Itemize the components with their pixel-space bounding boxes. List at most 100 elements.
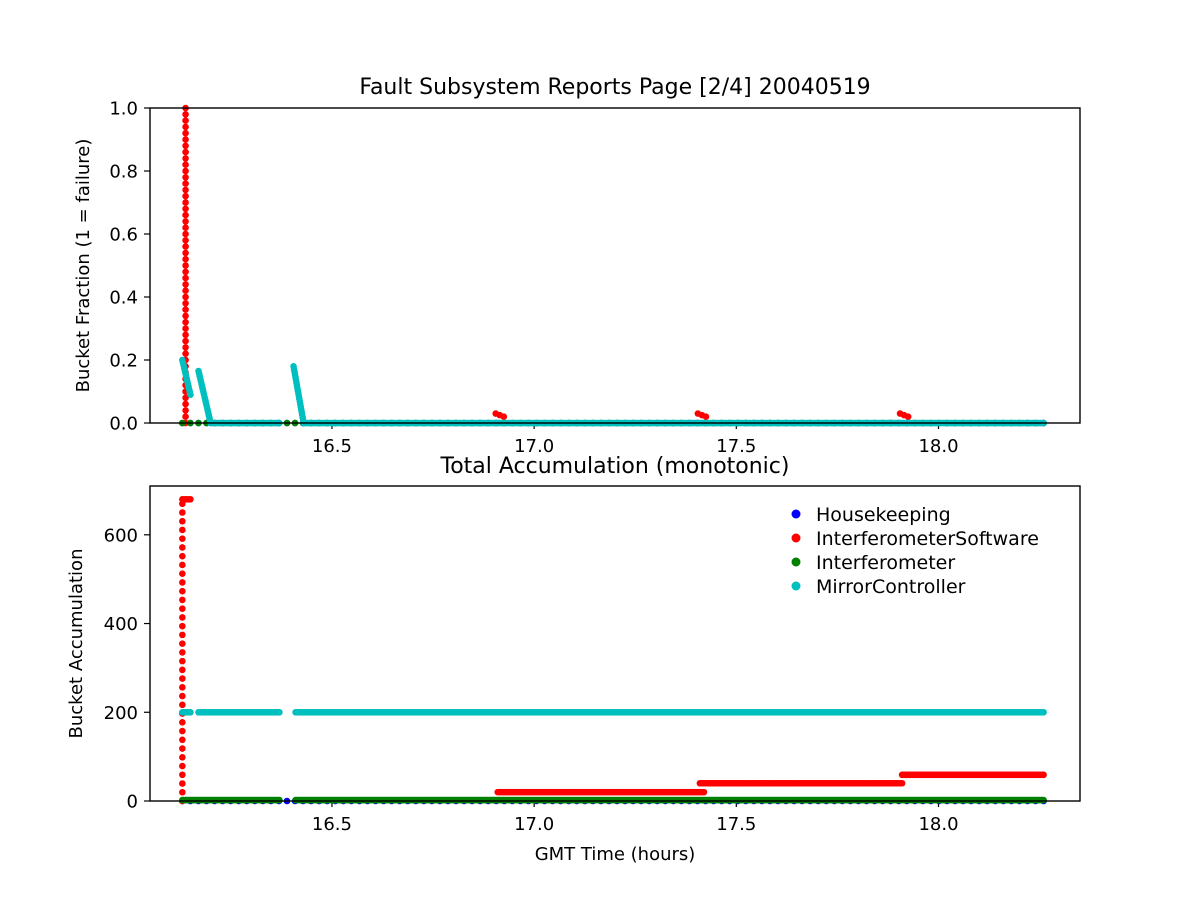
accumulation-point-interferometersoftware [179, 771, 186, 779]
fraction-point-interferometersoftware [182, 117, 189, 124]
accumulation-series-mirrorcontroller [179, 708, 1047, 716]
fraction-point-interferometersoftware [182, 293, 189, 301]
fraction-point-interferometersoftware [182, 394, 189, 402]
accumulation-y-tick-label: 400 [104, 614, 138, 635]
accumulation-point-interferometersoftware [179, 622, 186, 630]
legend-label-housekeeping: Housekeeping [816, 504, 951, 526]
fraction-y-ticks: 0.0 0.2 0.4 0.6 0.8 1.0 [109, 99, 150, 435]
accumulation-point-interferometer [1040, 796, 1047, 804]
accumulation-point-interferometersoftware [179, 745, 186, 752]
legend-entry-interferometersoftware: InterferometerSoftware [791, 528, 1039, 550]
accumulation-point-interferometersoftware [179, 544, 186, 551]
accumulation-point-interferometersoftware [179, 509, 186, 516]
fraction-point-interferometersoftware [182, 148, 189, 156]
accumulation-point-interferometersoftware [179, 727, 186, 735]
fraction-x-tick-label: 18.0 [918, 436, 958, 457]
accumulation-plot-title: Total Accumulation (monotonic) [440, 454, 790, 479]
fraction-point-interferometersoftware [182, 337, 189, 345]
accumulation-point-interferometersoftware [179, 587, 186, 595]
fraction-y-tick-label: 0.6 [109, 225, 138, 246]
fraction-point-interferometersoftware [182, 325, 189, 332]
fraction-plot-title: Fault Subsystem Reports Page [2/4] 20040… [359, 75, 870, 100]
fraction-point-interferometersoftware [182, 136, 189, 143]
fraction-point-interferometersoftware [182, 237, 189, 244]
fraction-point-interferometersoftware [182, 262, 189, 269]
fraction-point-interferometersoftware [182, 161, 189, 168]
accumulation-point-interferometersoftware [898, 779, 906, 787]
accumulation-point-interferometersoftware [179, 666, 186, 674]
accumulation-point-mirrorcontroller [187, 708, 194, 716]
legend-marker-interferometer [791, 557, 801, 567]
accumulation-x-tick-label: 18.0 [918, 814, 958, 835]
accumulation-point-interferometersoftware [179, 561, 186, 569]
fraction-x-ticks: 16.5 17.0 17.5 18.0 [312, 423, 959, 457]
fraction-point-interferometersoftware [182, 123, 189, 131]
legend-marker-housekeeping [791, 509, 801, 519]
fraction-point-interferometersoftware [182, 155, 189, 162]
accumulation-y-tick-label: 0 [127, 792, 138, 813]
fraction-point-interferometersoftware [182, 407, 189, 414]
legend-marker-interferometersoftware [791, 533, 801, 543]
accumulation-point-interferometersoftware [179, 684, 186, 691]
fraction-point-interferometersoftware [182, 249, 189, 257]
fraction-point-interferometersoftware [182, 350, 189, 358]
accumulation-x-tick-label: 16.5 [312, 814, 352, 835]
fraction-point-interferometersoftware [182, 255, 189, 263]
fraction-point-interferometersoftware [182, 167, 189, 175]
accumulation-point-interferometer [276, 796, 283, 804]
fraction-plot-frame [149, 107, 1081, 424]
accumulation-point-interferometersoftware [179, 649, 186, 656]
fraction-point-interferometersoftware [182, 287, 189, 295]
fraction-point-interferometersoftware [182, 186, 189, 194]
accumulation-series-interferometersoftware [179, 496, 1047, 805]
fraction-point-interferometersoftware [182, 306, 189, 313]
accumulation-point-interferometersoftware [179, 517, 186, 525]
fraction-point-interferometersoftware [182, 180, 189, 187]
fraction-point-interferometersoftware [702, 413, 710, 421]
accumulation-point-interferometersoftware [179, 605, 186, 612]
fraction-point-interferometersoftware [182, 218, 189, 225]
accumulation-point-interferometersoftware [179, 614, 186, 621]
fraction-y-tick-label: 0.2 [109, 351, 138, 372]
fraction-point-interferometersoftware [182, 205, 189, 213]
legend: Housekeeping InterferometerSoftware Inte… [791, 504, 1039, 598]
fraction-y-tick-label: 1.0 [109, 99, 138, 120]
accumulation-y-tick-label: 600 [104, 525, 138, 546]
fraction-x-tick-label: 16.5 [312, 436, 352, 457]
fraction-point-interferometersoftware [182, 344, 189, 351]
fraction-point-interferometersoftware [182, 300, 189, 307]
fraction-subplot: Fault Subsystem Reports Page [2/4] 20040… [73, 75, 1081, 457]
fraction-x-tick-label: 17.0 [514, 436, 554, 457]
fraction-point-interferometersoftware [500, 413, 508, 421]
accumulation-x-axis-label: GMT Time (hours) [535, 844, 696, 865]
fraction-point-interferometersoftware [182, 129, 189, 137]
fraction-x-tick-label: 17.5 [716, 436, 756, 457]
accumulation-y-ticks: 0 200 400 600 [104, 525, 150, 813]
fraction-y-tick-label: 0.0 [109, 414, 138, 435]
accumulation-point-interferometersoftware [179, 780, 186, 787]
fraction-point-interferometersoftware [182, 268, 189, 276]
accumulation-point-interferometersoftware [179, 762, 186, 770]
fraction-point-interferometersoftware [182, 281, 189, 288]
accumulation-y-tick-label: 200 [104, 703, 138, 724]
accumulation-point-interferometersoftware [179, 719, 186, 726]
fraction-point-interferometersoftware [182, 312, 189, 320]
fraction-point-interferometersoftware [182, 199, 189, 206]
accumulation-points [179, 496, 1047, 805]
fraction-point-interferometersoftware [182, 142, 189, 150]
legend-label-interferometersoftware: InterferometerSoftware [816, 528, 1039, 550]
accumulation-point-interferometersoftware [179, 570, 186, 577]
accumulation-point-interferometersoftware [179, 596, 186, 604]
accumulation-point-mirrorcontroller [276, 708, 283, 716]
fraction-point-interferometersoftware [182, 400, 189, 408]
fraction-point-interferometersoftware [182, 331, 189, 339]
fraction-point-interferometersoftware [182, 192, 189, 200]
accumulation-series-interferometer [179, 796, 1047, 804]
accumulation-point-interferometersoftware [179, 631, 186, 639]
accumulation-point-interferometersoftware [179, 692, 186, 700]
legend-entry-mirrorcontroller: MirrorController [791, 576, 966, 598]
legend-marker-mirrorcontroller [791, 581, 801, 591]
accumulation-point-interferometersoftware [700, 788, 708, 796]
legend-label-interferometer: Interferometer [816, 552, 955, 574]
accumulation-point-interferometersoftware [1040, 771, 1047, 779]
